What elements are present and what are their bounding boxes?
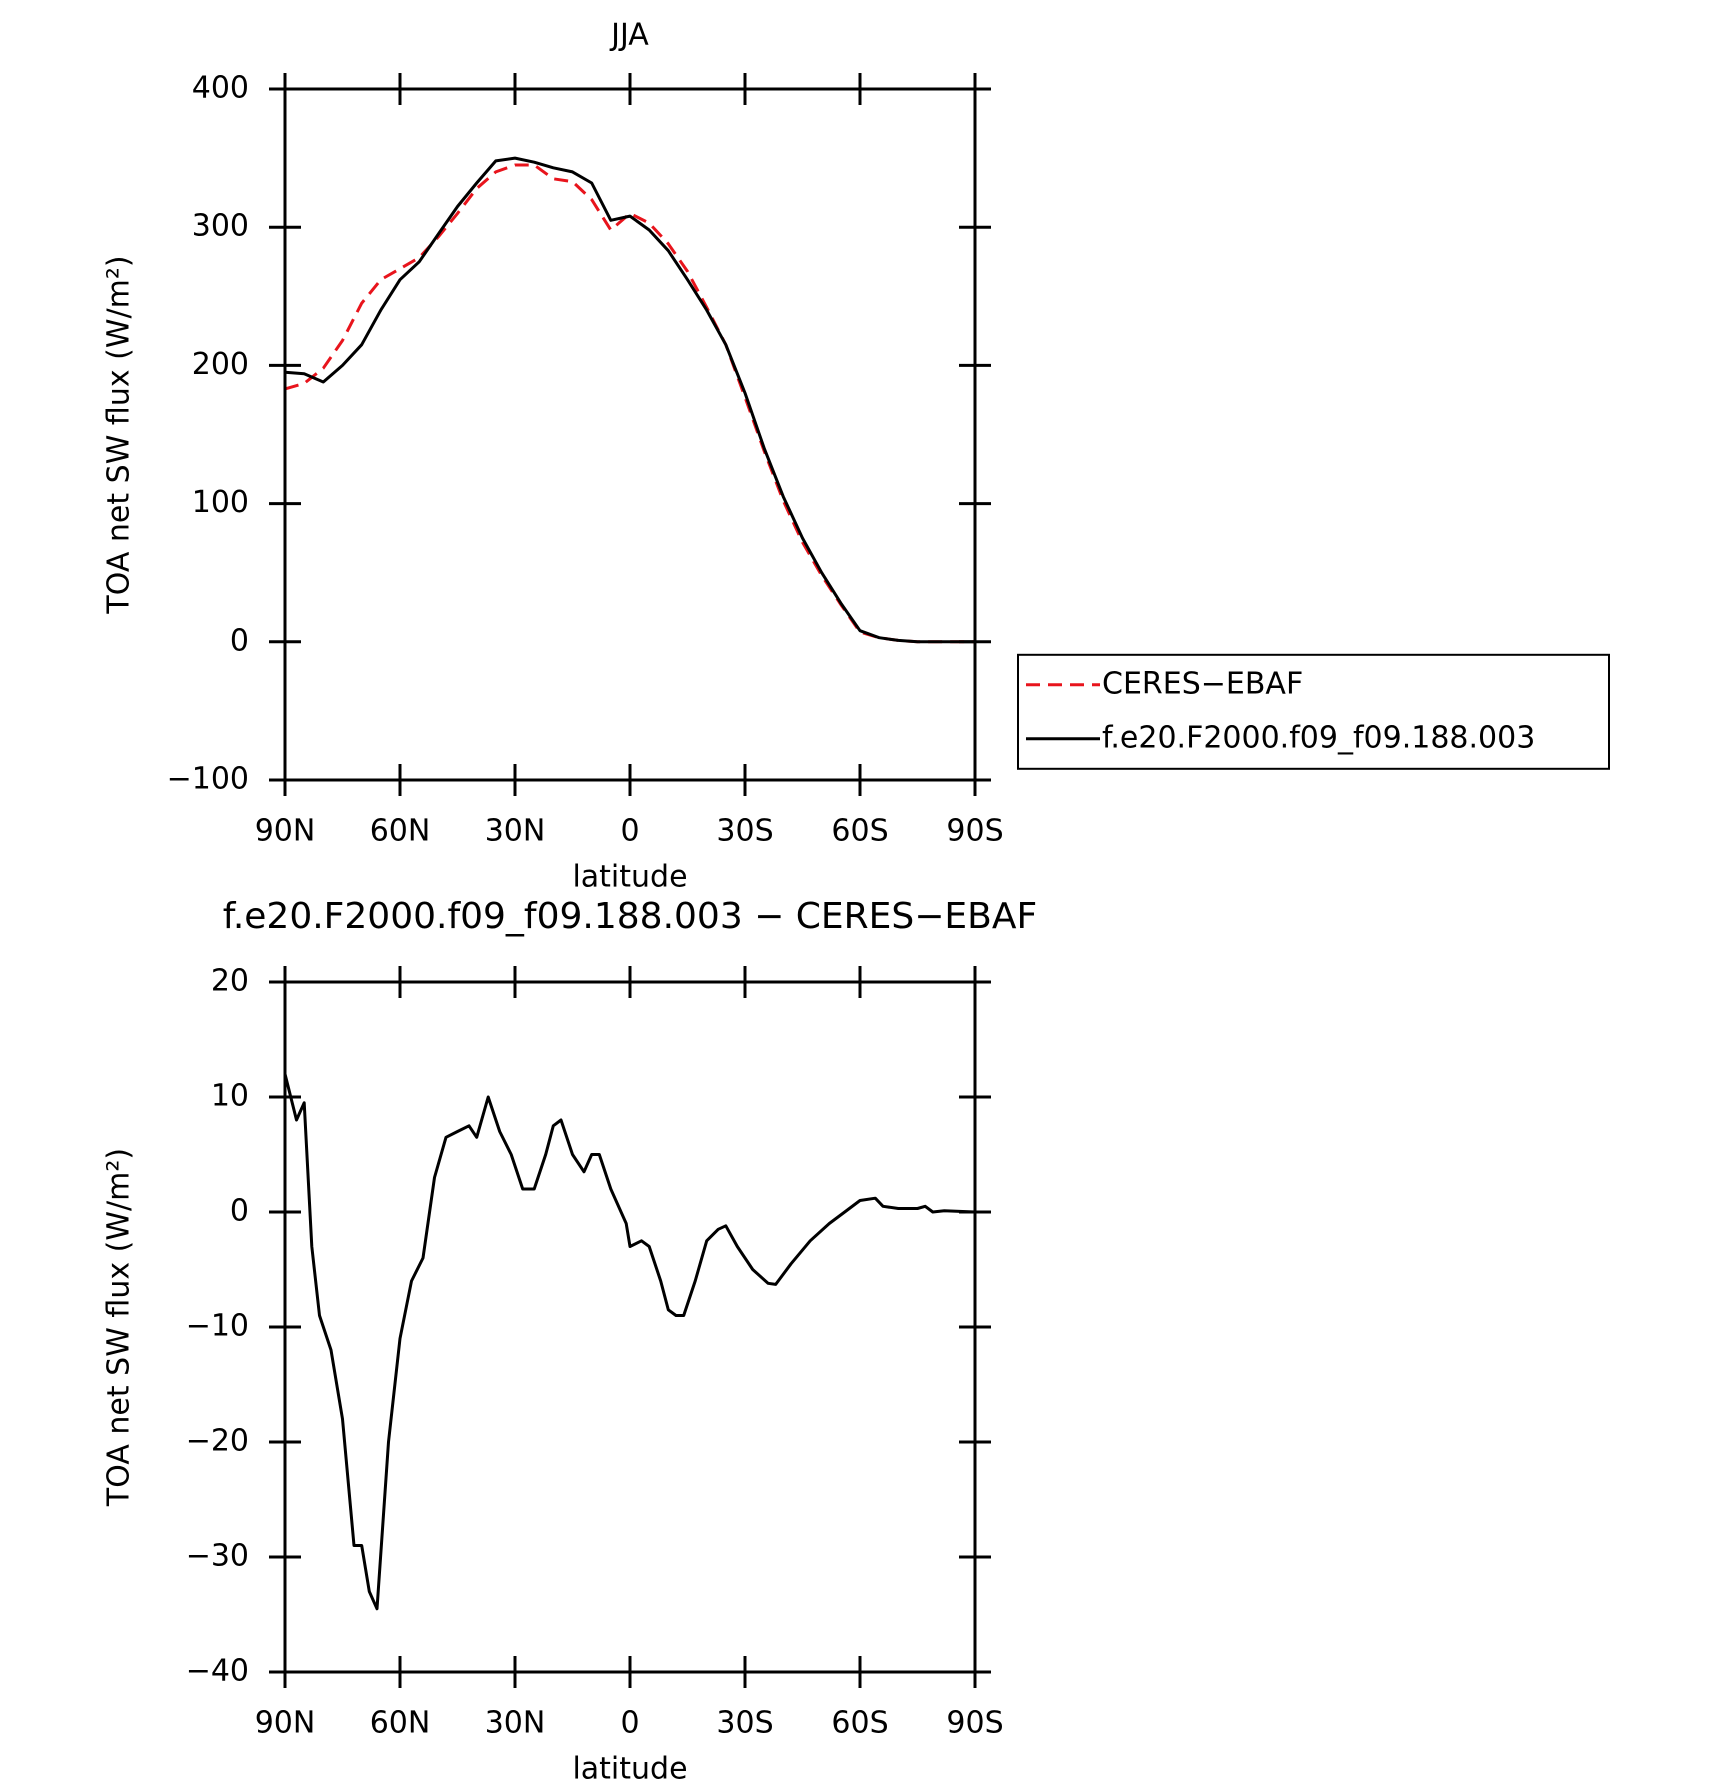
chart-title: JJA xyxy=(609,18,649,53)
y-tick-label: 400 xyxy=(192,71,249,106)
x-tick-label: 30N xyxy=(485,814,546,849)
data-line xyxy=(284,156,975,644)
x-tick-label: 30S xyxy=(716,814,773,849)
x-axis-label: latitude xyxy=(572,860,687,895)
y-tick-label: −20 xyxy=(186,1424,249,1459)
y-axis-label: TOA net SW flux (W/m²) xyxy=(102,1148,137,1507)
data-line xyxy=(283,1073,976,1611)
x-tick-label: 0 xyxy=(620,1706,639,1741)
y-tick-label: 20 xyxy=(211,964,249,999)
y-tick-label: −100 xyxy=(167,762,249,797)
x-tick-label: 90N xyxy=(255,1706,316,1741)
x-tick-label: 90S xyxy=(946,814,1003,849)
y-tick-label: 200 xyxy=(192,347,249,382)
y-tick-label: 100 xyxy=(192,485,249,520)
x-tick-label: 90S xyxy=(946,1706,1003,1741)
x-tick-label: 60N xyxy=(370,1706,431,1741)
x-tick-label: 30S xyxy=(716,1706,773,1741)
legend-box xyxy=(1017,653,1610,770)
chart-title: f.e20.F2000.f09_f09.188.003 − CERES−EBAF xyxy=(223,896,1037,937)
plot-frame xyxy=(283,980,977,1674)
y-axis-label: TOA net SW flux (W/m²) xyxy=(102,255,137,614)
x-tick-label: 60N xyxy=(370,814,431,849)
y-tick-label: 10 xyxy=(211,1079,249,1114)
legend-label: f.e20.F2000.f09_f09.188.003 xyxy=(1102,720,1535,755)
legend-label: CERES−EBAF xyxy=(1102,666,1303,701)
y-tick-label: 0 xyxy=(230,623,249,658)
plot-frame xyxy=(283,87,977,782)
y-tick-label: −10 xyxy=(186,1309,249,1344)
x-axis-label: latitude xyxy=(572,1752,687,1783)
x-tick-label: 60S xyxy=(831,814,888,849)
y-tick-label: 0 xyxy=(230,1194,249,1229)
y-tick-label: 300 xyxy=(192,209,249,244)
x-tick-label: 30N xyxy=(485,1706,546,1741)
y-tick-label: −40 xyxy=(186,1654,249,1689)
x-tick-label: 0 xyxy=(620,814,639,849)
x-tick-label: 90N xyxy=(255,814,316,849)
data-line xyxy=(284,163,975,644)
x-tick-label: 60S xyxy=(831,1706,888,1741)
y-tick-label: −30 xyxy=(186,1539,249,1574)
